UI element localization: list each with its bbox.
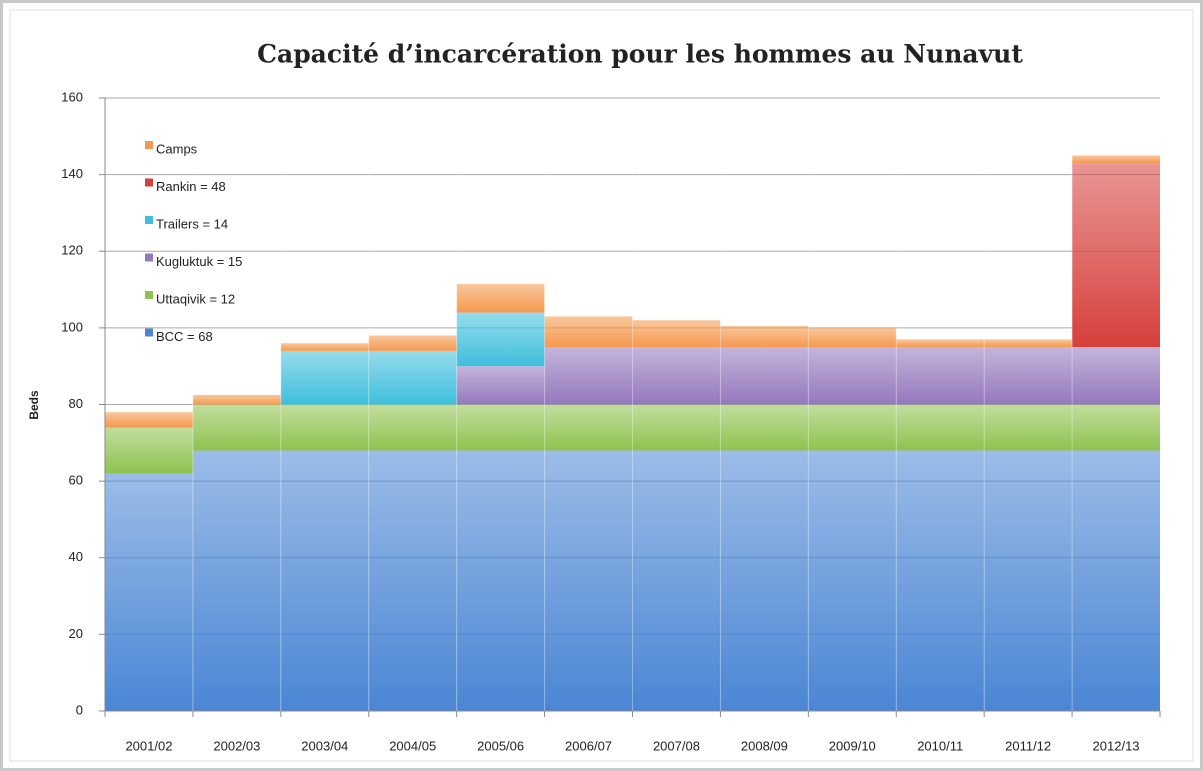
legend-swatch <box>145 141 153 149</box>
bar-segment <box>896 404 985 451</box>
bar-segment <box>808 450 897 711</box>
x-tick-label: 2007/08 <box>653 738 700 753</box>
bar-segment <box>720 404 809 451</box>
bar-segment <box>1072 155 1160 164</box>
y-tick-label: 40 <box>69 549 83 564</box>
bar-segment <box>1072 450 1160 711</box>
bar-segment <box>984 339 1073 348</box>
bar-segment <box>632 347 721 405</box>
legend-swatch <box>145 291 153 299</box>
bar-segment <box>896 450 985 711</box>
legend-label: Trailers = 14 <box>156 216 228 231</box>
inner-frame <box>9 9 1194 762</box>
bar-segment <box>984 404 1073 451</box>
bar-segment <box>456 404 545 451</box>
y-tick-label: 80 <box>69 396 83 411</box>
bar-segment <box>808 404 897 451</box>
bar-segment <box>544 347 633 405</box>
x-tick-label: 2006/07 <box>565 738 612 753</box>
bar-segment <box>368 450 457 711</box>
bar-segment <box>896 347 985 405</box>
bar-segment <box>896 339 985 348</box>
y-tick-label: 140 <box>61 166 83 181</box>
bar-segment <box>808 347 897 405</box>
bar-segment <box>368 404 457 451</box>
bar-segment <box>984 450 1073 711</box>
bar-segment <box>632 450 721 711</box>
bar-segment <box>280 343 369 351</box>
x-tick-label: 2004/05 <box>389 738 436 753</box>
bar-segment <box>280 350 369 405</box>
bar-segment <box>192 404 281 451</box>
bar-segment <box>632 404 721 451</box>
chart-title: Capacité d’incarcération pour les hommes… <box>257 40 1023 69</box>
bar-segment <box>1072 163 1160 348</box>
x-tick-label: 2012/13 <box>1093 738 1140 753</box>
bar-segment <box>456 283 545 313</box>
legend-swatch <box>145 328 153 337</box>
x-tick-label: 2001/02 <box>125 738 172 753</box>
bar-segment <box>984 347 1073 405</box>
bar-segment <box>1072 347 1160 405</box>
bar-segment <box>808 327 897 348</box>
y-tick-label: 100 <box>61 319 83 334</box>
legend-label: Camps <box>156 141 198 156</box>
bar-segment <box>456 450 545 711</box>
legend-label: BCC = 68 <box>156 329 213 344</box>
bar-segment <box>544 404 633 451</box>
x-tick-label: 2011/12 <box>1005 738 1051 753</box>
legend-label: Kugluktuk = 15 <box>156 254 242 269</box>
y-tick-label: 60 <box>69 473 83 488</box>
legend-swatch <box>145 253 153 262</box>
bar-segment <box>368 335 457 351</box>
bar-segment <box>632 320 721 348</box>
bar-segment <box>456 366 545 405</box>
bar-segment <box>456 312 545 367</box>
bar-segment <box>105 473 193 711</box>
bar-segment <box>280 404 369 451</box>
x-tick-label: 2009/10 <box>829 738 876 753</box>
x-tick-label: 2002/03 <box>213 738 260 753</box>
legend-label: Uttaqivik = 12 <box>156 291 235 306</box>
bar-segment <box>280 450 369 711</box>
legend-label: Rankin = 48 <box>156 179 226 194</box>
y-tick-label: 0 <box>76 702 83 717</box>
bar-segment <box>192 394 281 405</box>
bar-segment <box>105 412 193 428</box>
x-tick-label: 2010/11 <box>917 738 963 753</box>
x-tick-label: 2003/04 <box>301 738 348 753</box>
x-tick-label: 2008/09 <box>741 738 788 753</box>
bar-segment <box>544 316 633 348</box>
y-tick-label: 160 <box>61 89 83 104</box>
y-axis-label: Beds <box>27 390 41 420</box>
y-tick-label: 120 <box>61 243 83 258</box>
legend-swatch <box>145 216 153 224</box>
bar-segment <box>544 450 633 711</box>
bar-segment <box>368 350 457 405</box>
bar-segment <box>720 325 809 348</box>
bar-segment <box>105 427 193 474</box>
legend-swatch <box>145 178 153 187</box>
bar-segment <box>720 347 809 405</box>
x-tick-label: 2005/06 <box>477 738 524 753</box>
y-tick-label: 20 <box>69 626 83 641</box>
bar-segment <box>192 450 281 711</box>
bar-segment <box>1072 404 1160 451</box>
bar-segment <box>720 450 809 711</box>
